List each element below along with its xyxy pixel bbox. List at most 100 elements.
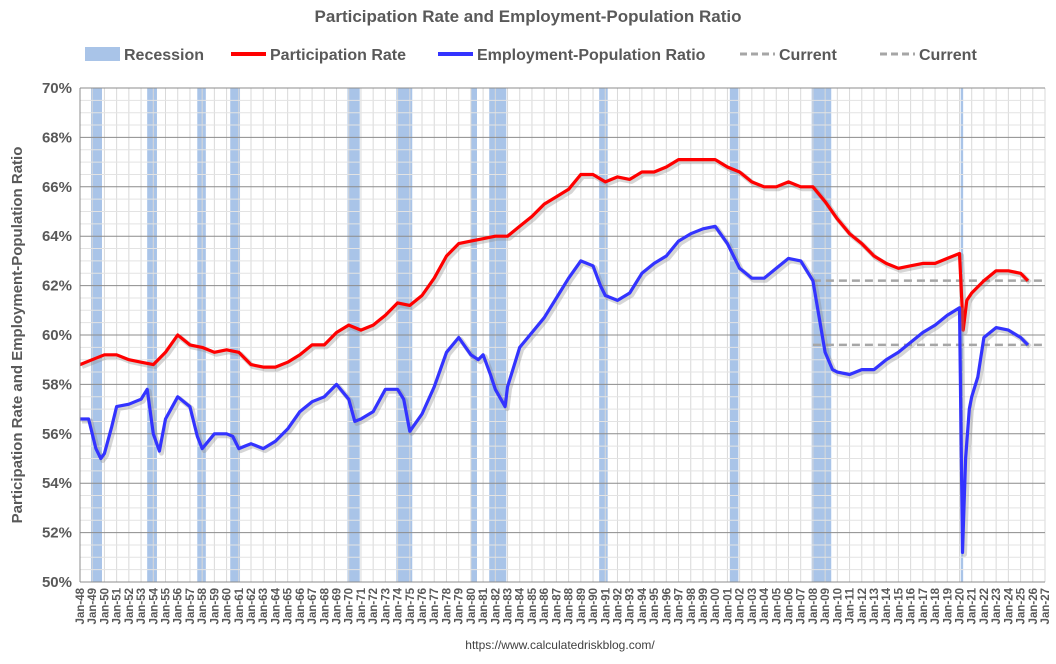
x-tick-label: Jan-20	[954, 588, 966, 624]
x-tick-label: Jan-48	[75, 587, 87, 624]
y-tick-label: 62%	[42, 278, 72, 295]
x-tick-label: Jan-93	[625, 588, 637, 624]
x-tick-label: Jan-18	[930, 587, 942, 624]
y-tick-label: 54%	[42, 475, 72, 492]
x-tick-label: Jan-21	[967, 587, 979, 624]
x-tick-label: Jan-25	[1016, 587, 1028, 624]
series-line	[79, 158, 1030, 369]
x-tick-label: Jan-59	[209, 588, 221, 624]
x-tick-label: Jan-60	[222, 588, 234, 624]
series-shadow	[82, 225, 1032, 557]
x-tick-label: Jan-10	[832, 588, 844, 624]
y-tick-label: 70%	[42, 80, 72, 97]
x-tick-label: Jan-26	[1028, 588, 1040, 624]
x-tick-label: Jan-00	[710, 588, 722, 624]
x-tick-label: Jan-71	[356, 587, 368, 624]
x-tick-label: Jan-88	[564, 587, 576, 624]
plot-area: 50%52%54%56%58%60%62%64%66%68%70%Jan-48 J…	[42, 80, 1052, 624]
x-tick-label: Jan-76	[417, 588, 429, 624]
x-tick-label: Jan-80	[466, 588, 478, 624]
y-axis-label: Participation Rate and Employment-Popula…	[9, 147, 26, 524]
y-tick-label: 64%	[42, 228, 72, 245]
x-tick-label: Jan-09	[820, 588, 832, 624]
x-tick-label: Jan-23	[991, 588, 1003, 624]
x-tick-label: Jan-15	[893, 587, 905, 624]
x-tick-label: Jan-52	[124, 588, 136, 624]
x-tick-label: Jan-68	[319, 587, 331, 624]
x-tick-label: Jan-92	[612, 588, 624, 624]
x-tick-label: Jan-51	[112, 587, 124, 624]
x-tick-label: Jan-22	[979, 588, 991, 624]
x-tick-label: Jan-06	[783, 588, 795, 624]
x-tick-label: Jan-08	[808, 587, 820, 624]
x-tick-label: Jan-07	[796, 588, 808, 624]
x-tick-label: Jan-55	[161, 587, 173, 624]
x-tick-label: Jan-64	[270, 587, 282, 624]
x-tick-label: Jan-54	[148, 587, 160, 624]
legend-label: Current	[779, 47, 837, 64]
x-tick-label: Jan-97	[674, 588, 686, 624]
x-tick-label: Jan-72	[368, 588, 380, 624]
x-tick-label: Jan-77	[429, 588, 441, 624]
x-tick-label: Jan-49	[87, 588, 99, 624]
legend-label: Recession	[124, 47, 204, 64]
x-tick-label: Jan-65	[283, 587, 295, 624]
x-tick-label: Jan-14	[881, 587, 893, 624]
legend-swatch-recession	[85, 47, 120, 61]
x-tick-label: Jan-67	[307, 588, 319, 624]
x-tick-label: Jan-58	[197, 587, 209, 624]
x-tick-label: Jan-98	[686, 587, 698, 624]
x-tick-label: Jan-16	[906, 588, 918, 624]
x-tick-label: Jan-89	[576, 588, 588, 624]
x-tick-label: Jan-27	[1040, 588, 1052, 624]
x-tick-label: Jan-01	[722, 587, 734, 624]
legend-label: Employment-Population Ratio	[477, 47, 706, 64]
x-tick-label: Jan-96	[661, 588, 673, 624]
x-tick-label: Jan-84	[515, 587, 527, 624]
x-tick-label: Jan-90	[588, 588, 600, 624]
x-tick-label: Jan-99	[698, 588, 710, 624]
x-tick-label: Jan-85	[527, 587, 539, 624]
x-tick-label: Jan-73	[380, 588, 392, 624]
legend: Recession Participation Rate Employment-Po…	[85, 47, 977, 64]
x-tick-label: Jan-82	[490, 588, 502, 624]
x-tick-label: Jan-17	[918, 588, 930, 624]
x-tick-label: Jan-56	[173, 588, 185, 624]
x-tick-label: Jan-74	[393, 587, 405, 624]
series-line	[80, 224, 1030, 555]
y-tick-label: 66%	[42, 179, 72, 196]
x-tick-label: Jan-12	[857, 588, 869, 624]
y-tick-label: 56%	[42, 426, 72, 443]
x-tick-label: Jan-04	[759, 587, 771, 624]
x-tick-label: Jan-78	[441, 587, 453, 624]
x-tick-label: Jan-75	[405, 587, 417, 624]
x-tick-label: Jan-19	[942, 588, 954, 624]
x-tick-label: Jan-94	[637, 587, 649, 624]
x-tick-label: Jan-02	[735, 588, 747, 624]
chart-title: Participation Rate and Employment-Popula…	[315, 7, 742, 26]
x-tick-label: Jan-24	[1003, 587, 1015, 624]
x-tick-label: Jan-62	[246, 588, 258, 624]
x-tick-label: Jan-03	[747, 588, 759, 624]
x-tick-label: Jan-61	[234, 587, 246, 624]
y-tick-label: 68%	[42, 129, 72, 146]
x-tick-label: Jan-13	[869, 588, 881, 624]
y-tick-label: 60%	[42, 327, 72, 344]
legend-label: Current	[919, 47, 977, 64]
legend-label: Participation Rate	[270, 47, 406, 64]
x-tick-label: Jan-53	[136, 588, 148, 624]
x-tick-label: Jan-11	[845, 587, 857, 623]
x-tick-label: Jan-91	[600, 587, 612, 624]
x-tick-label: Jan-05	[771, 587, 783, 624]
x-tick-label: Jan-70	[344, 588, 356, 624]
x-tick-label: Jan-63	[258, 588, 270, 624]
source-url: https://www.calculatedriskblog.com/	[465, 638, 655, 652]
x-tick-label: Jan-66	[295, 588, 307, 624]
y-tick-label: 52%	[42, 525, 72, 542]
x-tick-label: Jan-79	[454, 588, 466, 624]
x-tick-label: Jan-86	[539, 588, 551, 624]
y-tick-label: 58%	[42, 376, 72, 393]
y-tick-label: 50%	[42, 574, 72, 591]
